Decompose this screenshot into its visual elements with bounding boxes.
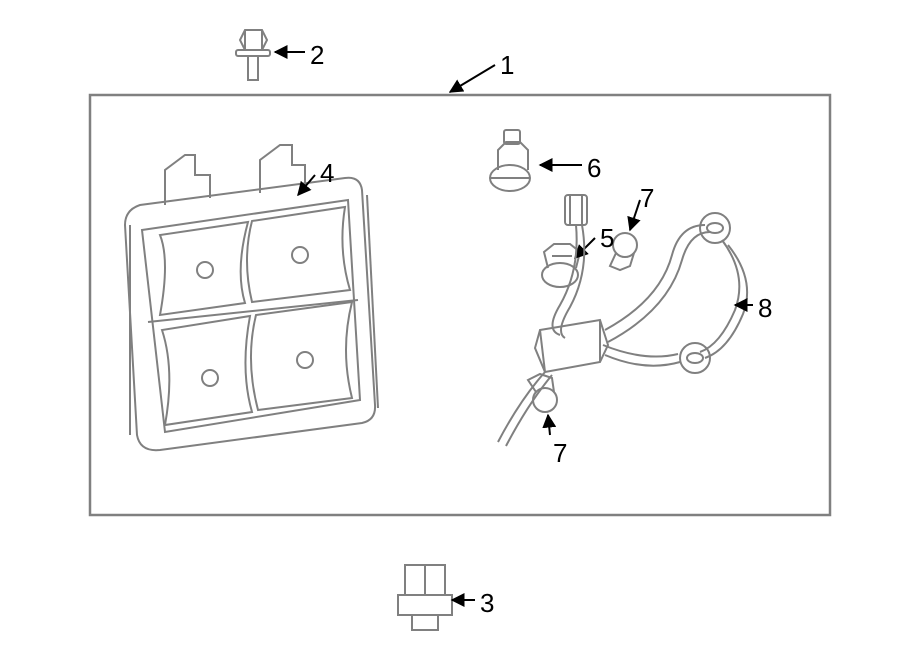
bulb-socket — [490, 130, 530, 191]
callout-6: 6 — [587, 155, 601, 181]
callout-5: 5 — [600, 225, 614, 251]
callout-4: 4 — [320, 160, 334, 186]
callout-3: 3 — [480, 590, 494, 616]
diagram-svg — [0, 0, 900, 661]
callout-2: 2 — [310, 42, 324, 68]
callout-7a: 7 — [640, 185, 654, 211]
assembly-frame — [90, 95, 830, 515]
bracket-clip — [398, 565, 452, 630]
headlamp-lens-housing — [125, 145, 378, 450]
callout-7b: 7 — [553, 440, 567, 466]
callout-8: 8 — [758, 295, 772, 321]
signal-bulb-lower — [528, 374, 557, 412]
bolt — [236, 30, 270, 80]
callout-1: 1 — [500, 52, 514, 78]
diagram-stage: 1 2 3 4 5 6 7 7 8 — [0, 0, 900, 661]
